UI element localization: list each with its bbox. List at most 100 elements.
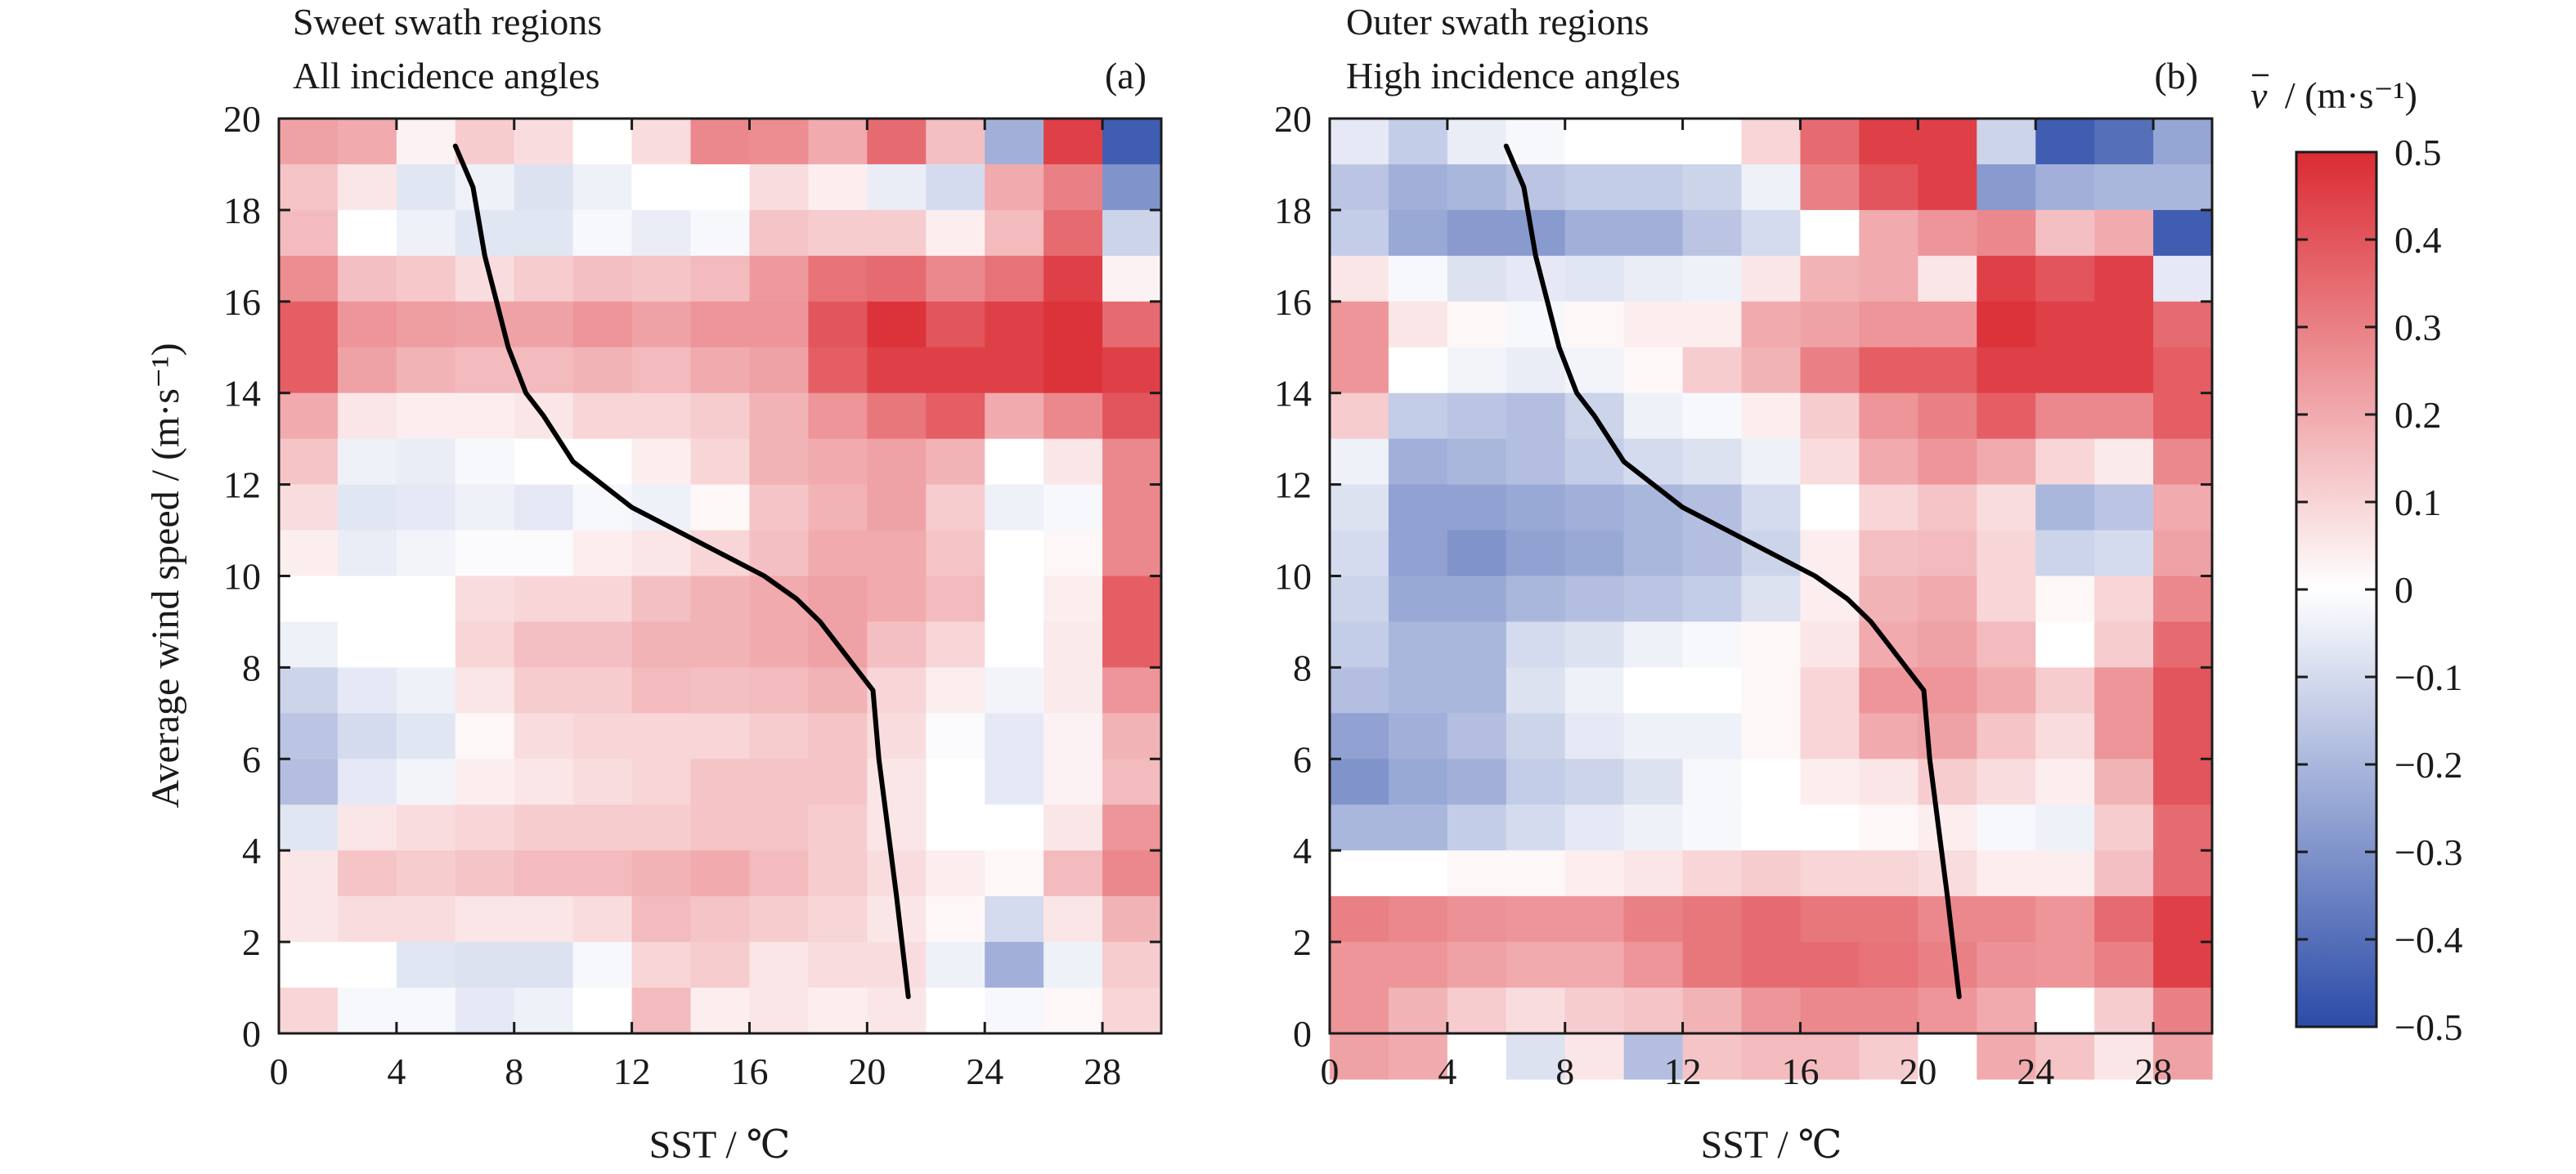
heatmap-cell-b-r17-c7 [1741, 896, 1802, 943]
heatmap-cell-b-r20-c9 [1859, 1033, 1919, 1080]
heatmap-cell-a-r0-c1 [337, 119, 397, 165]
y-tick-label-b-6: 12 [1274, 464, 1312, 506]
y-tick-label-a-2: 4 [242, 830, 261, 872]
heatmap-cell-b-r6-c12 [2035, 392, 2095, 440]
heatmap-cell-a-r5-c3 [455, 347, 515, 394]
heatmap-cell-a-r10-c5 [572, 576, 633, 623]
heatmap-cell-a-r0-c14 [1102, 119, 1162, 165]
y-tick-label-b-5: 10 [1274, 556, 1312, 598]
heatmap-cell-b-r2-c7 [1741, 209, 1802, 257]
heatmap-cell-b-r11-c0 [1330, 621, 1389, 668]
heatmap-cell-b-r11-c14 [2153, 621, 2213, 668]
x-tick-label-b-2: 8 [1555, 1051, 1574, 1092]
heatmap-cell-b-r20-c12 [2035, 1033, 2095, 1080]
heatmap-cell-a-r7-c5 [572, 438, 633, 486]
heatmap-cell-a-r0-c6 [631, 119, 692, 165]
heatmap-cell-b-r14-c14 [2153, 759, 2213, 805]
heatmap-cell-a-r9-c6 [631, 530, 692, 577]
heatmap-cell-a-r1-c9 [808, 164, 868, 211]
heatmap-cell-b-r11-c12 [2035, 621, 2095, 668]
heatmap-cell-a-r5-c5 [572, 347, 633, 394]
heatmap-cell-a-r0-c10 [867, 119, 927, 165]
heatmap-cell-b-r1-c11 [1977, 164, 2036, 211]
heatmap-cell-a-r18-c9 [808, 942, 868, 988]
heatmap-cell-b-r0-c14 [2153, 119, 2213, 165]
heatmap-cell-b-r17-c5 [1623, 896, 1684, 943]
heatmap-cell-b-r3-c8 [1800, 255, 1860, 302]
y-tick-label-a-8: 16 [223, 281, 261, 323]
heatmap-cell-b-r14-c0 [1330, 759, 1389, 805]
heatmap-cell-b-r18-c7 [1741, 942, 1802, 988]
heatmap-cell-b-r15-c4 [1564, 804, 1625, 851]
heatmap-cell-b-r16-c3 [1506, 850, 1566, 897]
heatmap-cell-a-r9-c1 [337, 530, 397, 577]
heatmap-cell-b-r5-c13 [2094, 347, 2154, 394]
heatmap-cell-b-r4-c10 [1918, 301, 1977, 348]
heatmap-cell-b-r15-c7 [1741, 804, 1802, 851]
heatmap-cell-a-r12-c6 [631, 667, 692, 714]
heatmap-cell-a-r17-c12 [985, 896, 1044, 943]
heatmap-cell-a-r3-c2 [396, 255, 456, 302]
colorbar-tick-label-7: −0.2 [2394, 744, 2462, 786]
heatmap-cell-a-r15-c9 [808, 804, 868, 851]
heatmap-cell-b-r9-c14 [2153, 530, 2213, 577]
heatmap-cell-a-r7-c7 [690, 438, 751, 486]
heatmap-cell-b-r1-c12 [2035, 164, 2095, 211]
heatmap-cell-b-r7-c11 [1977, 438, 2036, 486]
heatmap-cell-a-r2-c12 [985, 209, 1044, 257]
heatmap-cell-b-r11-c7 [1741, 621, 1802, 668]
heatmap-cell-b-r15-c6 [1682, 804, 1743, 851]
heatmap-cell-b-r16-c1 [1388, 850, 1448, 897]
heatmap-cell-a-r10-c4 [514, 576, 574, 623]
heatmap-cell-b-r8-c5 [1623, 484, 1684, 531]
panel-b-label: (b) [2154, 55, 2198, 96]
heatmap-cell-b-r10-c3 [1506, 576, 1566, 623]
heatmap-cell-a-r19-c14 [1102, 988, 1162, 1034]
heatmap-cell-a-r7-c2 [396, 438, 456, 486]
heatmap-cell-b-r20-c7 [1741, 1033, 1802, 1080]
heatmap-cell-a-r10-c13 [1043, 576, 1103, 623]
heatmap-cell-b-r17-c8 [1800, 896, 1860, 943]
heatmap-cell-a-r0-c8 [749, 119, 809, 165]
heatmap-cell-a-r17-c14 [1102, 896, 1162, 943]
heatmap-cell-a-r6-c3 [455, 392, 515, 440]
heatmap-cell-b-r20-c0 [1330, 1033, 1389, 1080]
heatmap-cell-a-r2-c1 [337, 209, 397, 257]
colorbar-tick-label-9: −0.4 [2394, 919, 2462, 961]
heatmap-cell-b-r9-c5 [1623, 530, 1684, 577]
panel-a-x-ticks: 0 4 8 12 16 20 24 28 [270, 119, 1121, 1092]
heatmap-cell-b-r0-c0 [1330, 119, 1389, 165]
heatmap-cell-a-r11-c7 [690, 621, 751, 668]
heatmap-cell-b-r13-c0 [1330, 713, 1389, 760]
heatmap-cell-a-r2-c0 [279, 209, 339, 257]
heatmap-cell-a-r8-c7 [690, 484, 751, 531]
heatmap-cell-a-r9-c12 [985, 530, 1044, 577]
heatmap-cell-b-r18-c5 [1623, 942, 1684, 988]
heatmap-cell-b-r16-c4 [1564, 850, 1625, 897]
heatmap-cell-b-r7-c10 [1918, 438, 1977, 486]
heatmap-cell-b-r14-c13 [2094, 759, 2154, 805]
heatmap-cell-a-r13-c12 [985, 713, 1044, 760]
heatmap-cell-a-r10-c7 [690, 576, 751, 623]
heatmap-cell-a-r17-c2 [396, 896, 456, 943]
heatmap-cell-a-r18-c0 [279, 942, 339, 988]
heatmap-cell-b-r11-c3 [1506, 621, 1566, 668]
heatmap-cell-b-r18-c12 [2035, 942, 2095, 988]
heatmap-cell-a-r16-c14 [1102, 850, 1162, 897]
heatmap-cell-b-r16-c9 [1859, 850, 1919, 897]
heatmap-cell-b-r6-c9 [1859, 392, 1919, 440]
heatmap-cell-a-r9-c9 [808, 530, 868, 577]
heatmap-cell-b-r14-c9 [1859, 759, 1919, 805]
heatmap-cell-a-r3-c8 [749, 255, 809, 302]
heatmap-cell-a-r15-c10 [867, 804, 927, 851]
heatmap-cell-b-r7-c13 [2094, 438, 2154, 486]
heatmap-cell-a-r14-c14 [1102, 759, 1162, 805]
heatmap-cell-b-r5-c2 [1447, 347, 1507, 394]
heatmap-cell-a-r11-c2 [396, 621, 456, 668]
heatmap-cell-b-r19-c13 [2094, 988, 2154, 1034]
heatmap-cell-b-r5-c5 [1623, 347, 1684, 394]
panel-b: Outer swath regions High incidence angle… [1274, 1, 2214, 1167]
heatmap-cell-a-r9-c2 [396, 530, 456, 577]
heatmap-cell-b-r11-c8 [1800, 621, 1860, 668]
heatmap-cell-b-r9-c10 [1918, 530, 1977, 577]
